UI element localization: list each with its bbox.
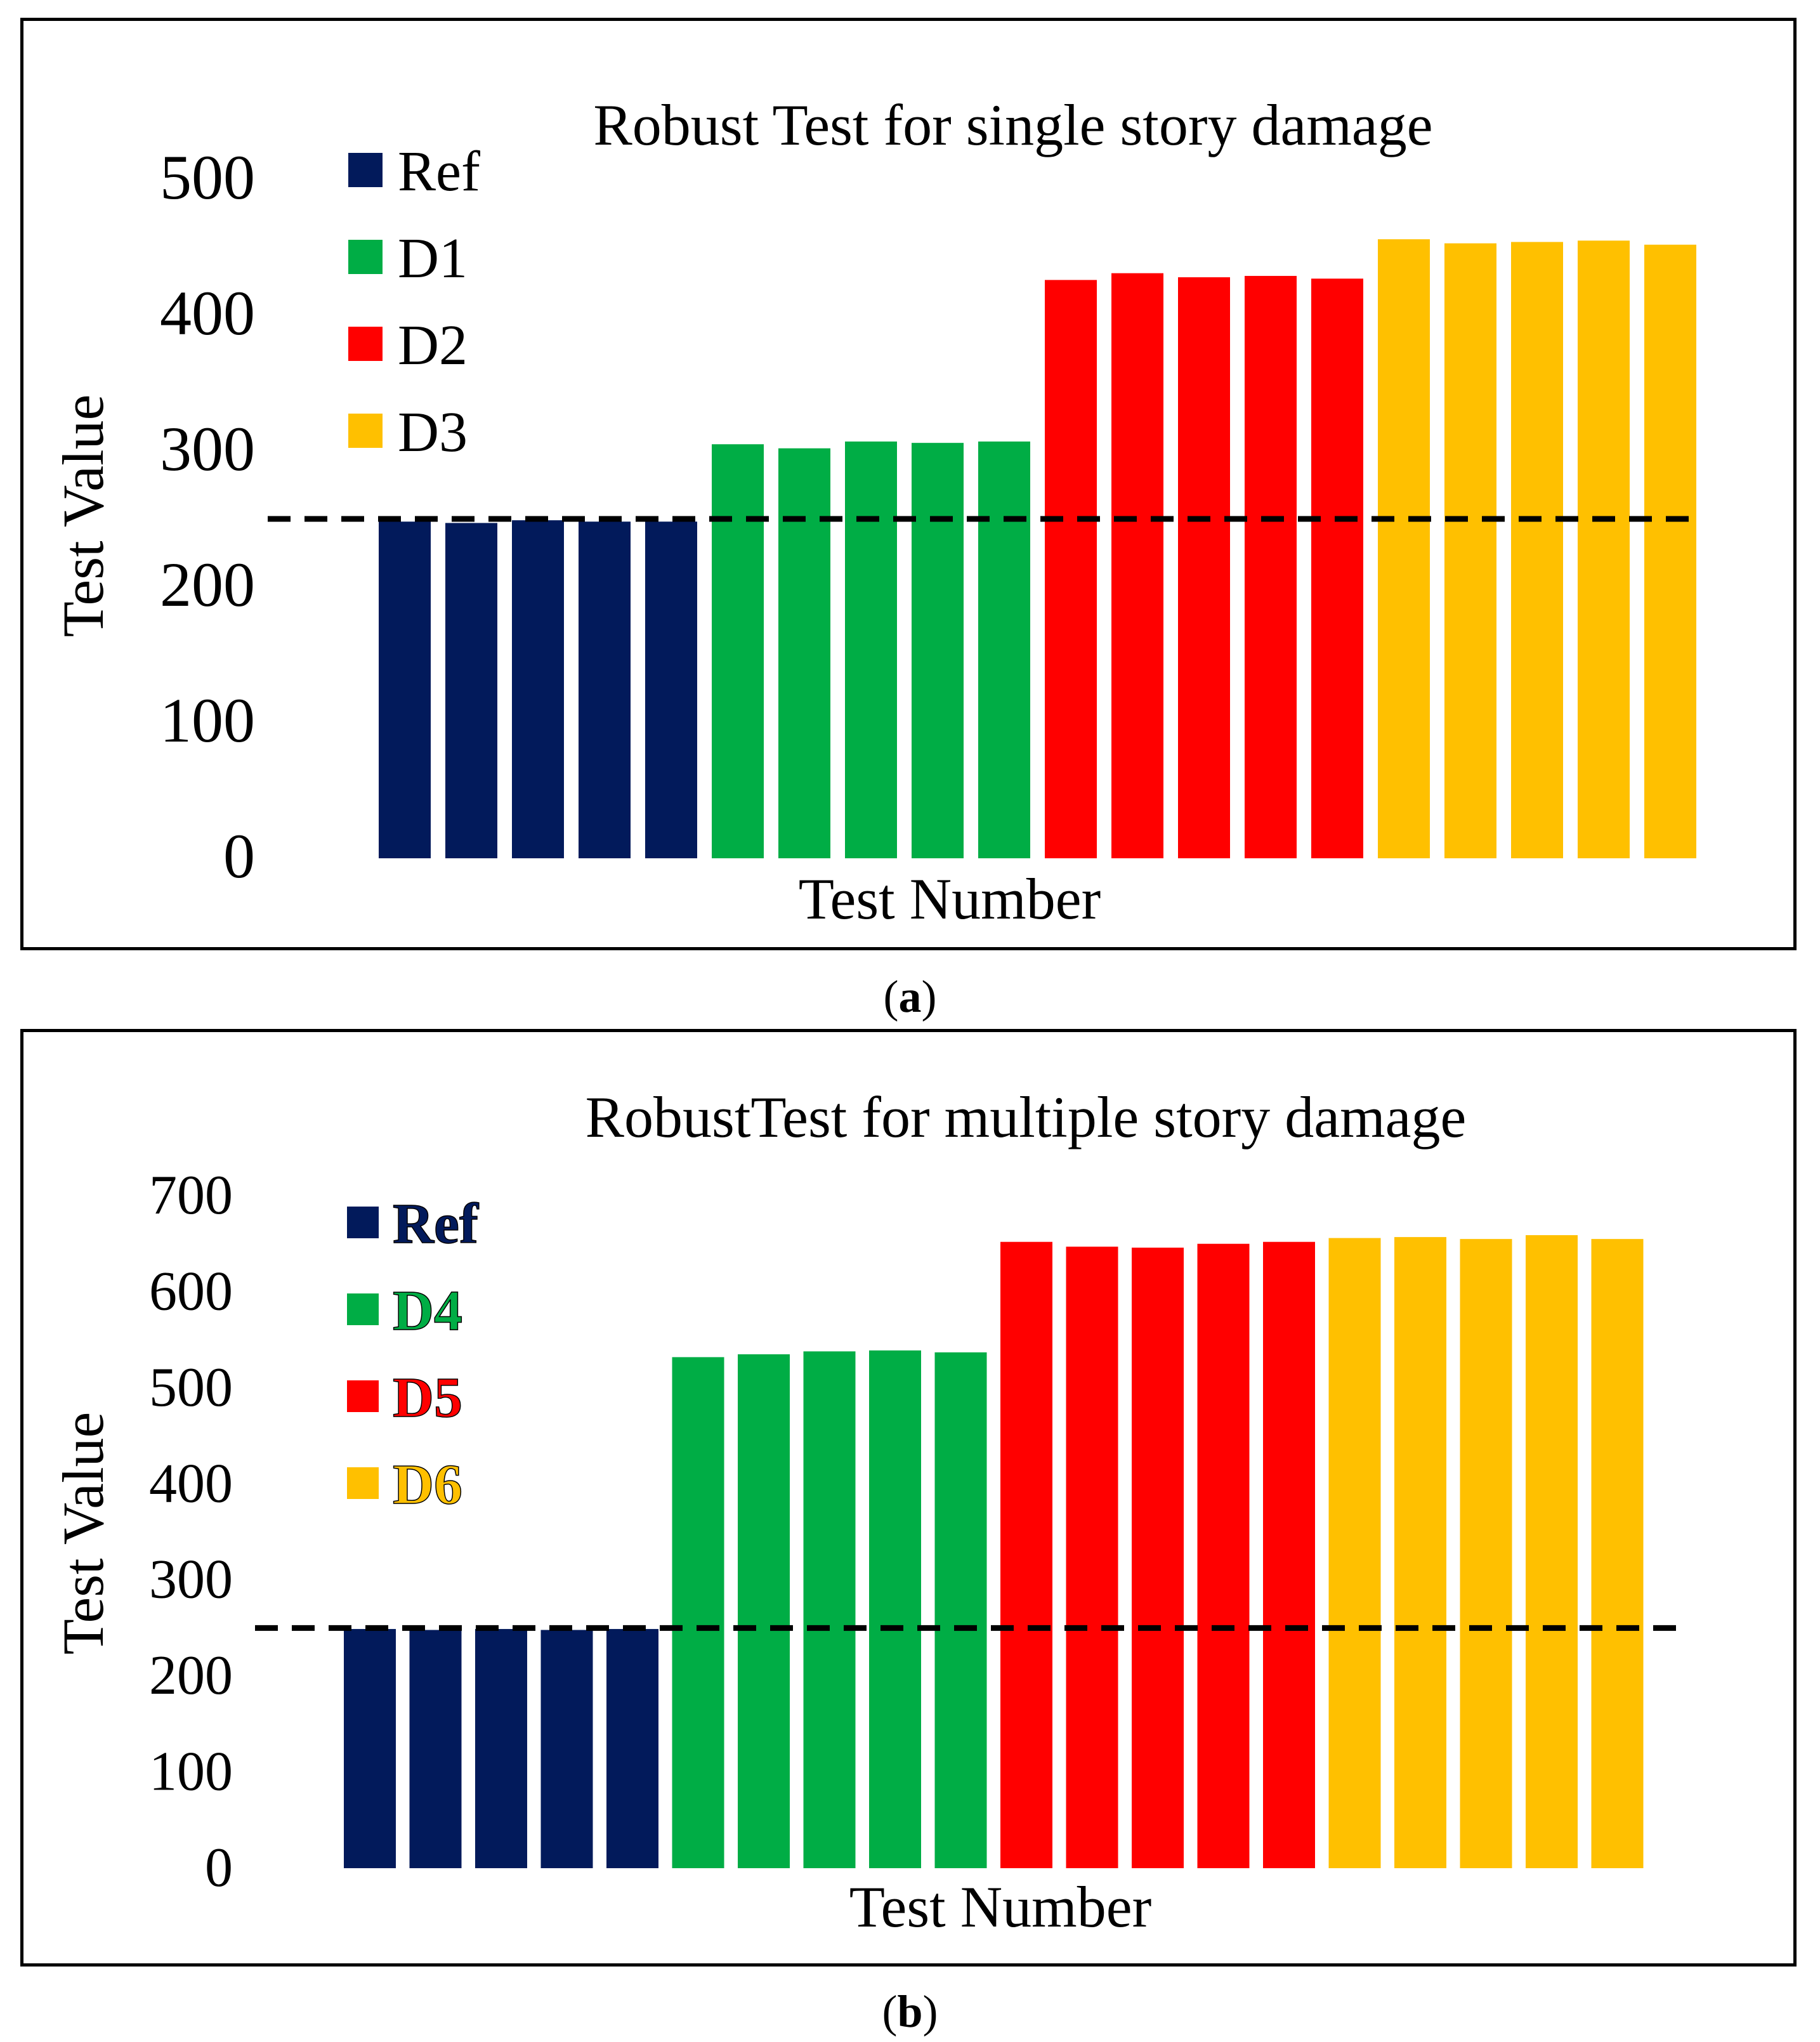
legend-label-d4: D4 (393, 1280, 462, 1342)
y-axis-label: Test Value (51, 1412, 115, 1655)
legend-label-d2: D2 (398, 314, 468, 377)
y-tick-label: 700 (149, 1165, 233, 1226)
legend-label-d6: D6 (393, 1453, 462, 1516)
bar-d5 (1000, 1241, 1052, 1868)
chart-title: Robust Test for single story damage (593, 93, 1432, 157)
y-tick-label: 400 (160, 278, 255, 348)
legend-label-d1: D1 (398, 227, 468, 290)
legend-swatch-d3 (348, 414, 383, 448)
caption-a-letter: a (898, 971, 922, 1022)
x-axis-label: Test Number (799, 867, 1101, 931)
y-tick-label: 200 (160, 549, 255, 620)
chart-title: RobustTest for multiple story damage (586, 1085, 1467, 1149)
y-tick-label: 400 (149, 1453, 233, 1514)
y-tick-label: 100 (160, 685, 255, 756)
bar-d4 (803, 1351, 856, 1868)
bar-d5 (1197, 1243, 1250, 1868)
y-tick-label: 300 (149, 1549, 233, 1611)
y-tick-label: 300 (160, 414, 255, 484)
legend-swatch-ref (348, 153, 383, 187)
y-tick-label: 600 (149, 1260, 233, 1322)
bar-ref (445, 523, 497, 858)
bar-ref (606, 1628, 658, 1868)
bar-d1 (912, 443, 964, 858)
bar-d1 (978, 442, 1030, 858)
bar-ref (512, 520, 564, 858)
y-tick-label: 0 (223, 821, 255, 891)
bar-ref (540, 1630, 593, 1868)
bar-d5 (1066, 1247, 1118, 1868)
bar-d1 (712, 444, 764, 858)
bar-ref (344, 1628, 396, 1868)
chart-panel-b: RobustTest for multiple story damage 0 100… (20, 1029, 1797, 1967)
bar-d3 (1511, 242, 1563, 858)
bar-d3 (1578, 240, 1630, 858)
bar-d4 (869, 1350, 921, 1868)
chart-b-svg: RobustTest for multiple story damage 0 100… (51, 1085, 1679, 1939)
bar-d3 (1378, 239, 1430, 858)
legend-label-ref: Ref (398, 140, 480, 203)
legend-swatch-d6 (347, 1467, 379, 1499)
bar-d2 (1111, 273, 1163, 858)
bar-d4 (934, 1352, 987, 1868)
y-tick-label: 0 (205, 1837, 233, 1899)
chart-panel-a: Robust Test for single story damage 0 100 2… (20, 18, 1797, 950)
legend-swatch-d1 (348, 240, 383, 274)
y-tick-label: 100 (149, 1741, 233, 1803)
bar-d5 (1132, 1247, 1184, 1868)
caption-a: (a) (883, 971, 937, 1022)
bar-d6 (1460, 1239, 1512, 1868)
caption-b: (b) (882, 1986, 938, 2037)
bar-d3 (1444, 243, 1496, 859)
legend-swatch-d4 (347, 1293, 379, 1325)
bar-ref (579, 521, 631, 858)
y-tick-label: 200 (149, 1645, 233, 1706)
y-tick-label: 500 (160, 142, 255, 213)
bar-d6 (1526, 1235, 1578, 1868)
bar-ref (379, 521, 431, 858)
bar-d4 (738, 1354, 790, 1868)
bar-d1 (778, 448, 830, 858)
bar-d1 (845, 442, 897, 858)
bar-ref (409, 1630, 462, 1868)
bar-d6 (1394, 1237, 1446, 1868)
bar-d2 (1178, 277, 1230, 859)
bar-ref (475, 1628, 527, 1868)
bar-d2 (1311, 278, 1363, 859)
chart-a-svg: Robust Test for single story damage 0 100 2… (51, 93, 1698, 931)
y-tick-label: 500 (149, 1357, 233, 1418)
bar-d3 (1644, 244, 1696, 859)
bar-ref (645, 521, 697, 858)
legend-swatch-ref (347, 1207, 379, 1238)
x-axis-label: Test Number (849, 1875, 1151, 1939)
legend-swatch-d2 (348, 327, 383, 361)
bar-d5 (1263, 1241, 1315, 1868)
bar-d6 (1591, 1239, 1644, 1868)
caption-b-letter: b (897, 1986, 923, 2037)
legend-label-d3: D3 (398, 401, 468, 464)
bar-d2 (1245, 275, 1297, 858)
legend-label-d5: D5 (393, 1366, 462, 1429)
bar-d4 (672, 1357, 724, 1868)
bar-d2 (1045, 280, 1097, 858)
y-axis-label: Test Value (51, 395, 115, 638)
legend-label-ref: Ref (393, 1193, 479, 1255)
legend-swatch-d5 (347, 1380, 379, 1412)
bar-d6 (1328, 1238, 1381, 1868)
